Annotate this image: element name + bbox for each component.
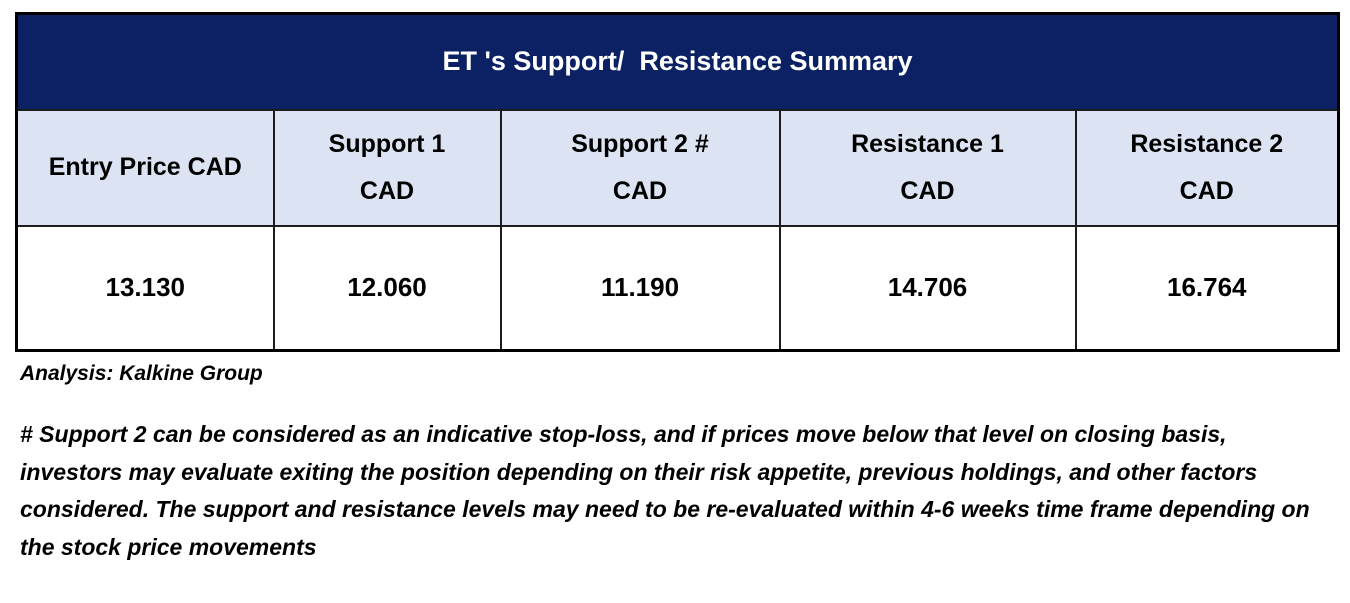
value-cell-entry-price: 13.130: [15, 224, 275, 352]
support-resistance-table: ET 's Support/ Resistance Summary Entry …: [15, 12, 1341, 352]
header-cell-entry-price: Entry Price CAD: [15, 108, 275, 227]
table-value-row: 13.130 12.060 11.190 14.706 16.764: [15, 224, 1340, 352]
header-cell-resistance-2: Resistance 2 CAD: [1074, 108, 1340, 227]
value-cell-resistance-1: 14.706: [778, 224, 1077, 352]
header-cell-support-2: Support 2 # CAD: [499, 108, 781, 227]
table-title: ET 's Support/ Resistance Summary: [15, 12, 1340, 111]
value-cell-resistance-2: 16.764: [1074, 224, 1340, 352]
support-2-disclaimer-paragraph: # Support 2 can be considered as an indi…: [20, 421, 1310, 561]
value-cell-support-2: 11.190: [499, 224, 781, 352]
analysis-source-note: Analysis: Kalkine Group: [20, 362, 263, 385]
header-cell-support-1: Support 1 CAD: [272, 108, 502, 227]
table-title-row: ET 's Support/ Resistance Summary: [15, 12, 1340, 111]
header-cell-resistance-1: Resistance 1 CAD: [778, 108, 1077, 227]
table-header-row: Entry Price CAD Support 1 CAD Support 2 …: [15, 108, 1340, 227]
value-cell-support-1: 12.060: [272, 224, 502, 352]
